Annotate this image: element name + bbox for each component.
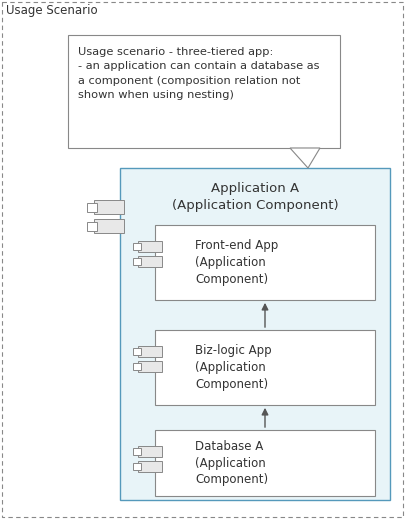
Bar [94, 200, 124, 214]
Text: Biz-logic App
(Application
Component): Biz-logic App (Application Component) [195, 344, 272, 391]
Bar [155, 430, 375, 496]
Bar [138, 256, 162, 267]
Bar [155, 330, 375, 405]
Text: Application A
(Application Component): Application A (Application Component) [172, 182, 338, 212]
Bar [138, 446, 162, 457]
Bar [133, 258, 141, 265]
Bar [87, 222, 97, 230]
Bar [138, 361, 162, 372]
Text: Usage Scenario: Usage Scenario [6, 4, 98, 17]
Polygon shape [290, 148, 320, 168]
Bar [138, 346, 162, 357]
Text: Usage scenario - three-tiered app:
- an application can contain a database as
a : Usage scenario - three-tiered app: - an … [78, 47, 320, 100]
Bar [120, 168, 390, 500]
Bar [94, 219, 124, 233]
Bar [155, 225, 375, 300]
Bar [133, 448, 141, 455]
Bar [133, 348, 141, 355]
Bar [138, 461, 162, 472]
Text: Front-end App
(Application
Component): Front-end App (Application Component) [195, 239, 278, 286]
Bar [133, 243, 141, 250]
Bar [87, 202, 97, 212]
Bar [68, 35, 340, 148]
Bar [133, 463, 141, 470]
Text: Database A
(Application
Component): Database A (Application Component) [195, 440, 268, 486]
Bar [138, 241, 162, 252]
Bar [133, 363, 141, 370]
